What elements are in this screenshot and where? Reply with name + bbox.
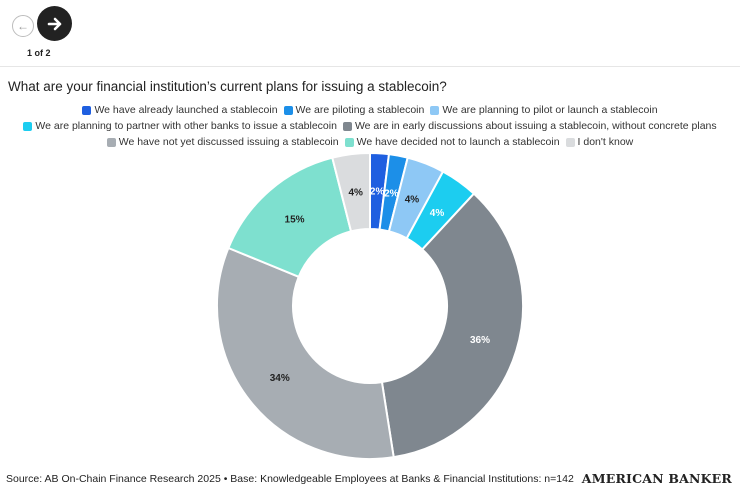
legend-item[interactable]: We are planning to partner with other ba… (23, 120, 337, 133)
legend-label: We are planning to pilot or launch a sta… (442, 104, 658, 116)
legend-item[interactable]: We have decided not to launch a stableco… (344, 136, 560, 149)
legend-label: We have decided not to launch a stableco… (356, 136, 560, 148)
legend-label: We are piloting a stablecoin (295, 104, 425, 116)
legend-row: We have not yet discussed issuing a stab… (0, 136, 740, 149)
legend-label: We are in early discussions about issuin… (354, 120, 717, 132)
slice-data-label: 34% (270, 373, 290, 384)
legend-item[interactable]: We are in early discussions about issuin… (342, 120, 717, 133)
legend-row: We have already launched a stablecoin We… (0, 104, 740, 117)
slice-data-label: 4% (430, 208, 445, 219)
legend-label: We have not yet discussed issuing a stab… (118, 136, 339, 148)
donut-slice[interactable] (216, 246, 395, 460)
donut-slice[interactable] (380, 192, 524, 459)
slice-data-label: 4% (349, 187, 364, 198)
legend-swatch (106, 138, 116, 147)
donut-slice[interactable] (331, 151, 371, 233)
legend-item[interactable]: We are piloting a stablecoin (283, 104, 425, 117)
arrow-right-icon (47, 17, 61, 30)
legend-swatch (344, 138, 354, 147)
legend-item[interactable]: I don't know (565, 136, 634, 149)
legend-item[interactable]: We have not yet discussed issuing a stab… (106, 136, 339, 149)
legend-label: We are planning to partner with other ba… (35, 120, 337, 132)
legend-swatch (342, 122, 352, 131)
chart-title: What are your financial institution’s cu… (8, 79, 447, 94)
legend-swatch (82, 106, 92, 115)
legend-item[interactable]: We have already launched a stablecoin (82, 104, 278, 117)
legend-item[interactable]: We are planning to pilot or launch a sta… (430, 104, 658, 117)
next-button[interactable] (37, 6, 72, 41)
source-note: Source: AB On-Chain Finance Research 202… (6, 473, 574, 485)
previous-button[interactable]: ← (12, 15, 34, 37)
slice-data-label: 15% (285, 215, 305, 226)
slice-data-label: 2% (370, 187, 385, 198)
slice-data-label: 2% (384, 188, 399, 199)
legend-label: We have already launched a stablecoin (94, 104, 278, 116)
arrow-left-icon: ← (17, 19, 29, 33)
legend-swatch (23, 122, 33, 131)
legend-swatch (283, 106, 293, 115)
page-indicator: 1 of 2 (27, 48, 51, 58)
legend-label: I don't know (577, 136, 634, 148)
slice-data-label: 36% (470, 335, 490, 346)
chart-legend: We have already launched a stablecoin We… (0, 104, 740, 152)
legend-row: We are planning to partner with other ba… (0, 120, 740, 133)
legend-swatch (565, 138, 575, 147)
top-bar: ← 1 of 2 (0, 0, 740, 67)
brand-logo: AMERICAN BANKER (581, 471, 732, 486)
legend-swatch (430, 106, 440, 115)
slice-data-label: 4% (405, 194, 420, 205)
